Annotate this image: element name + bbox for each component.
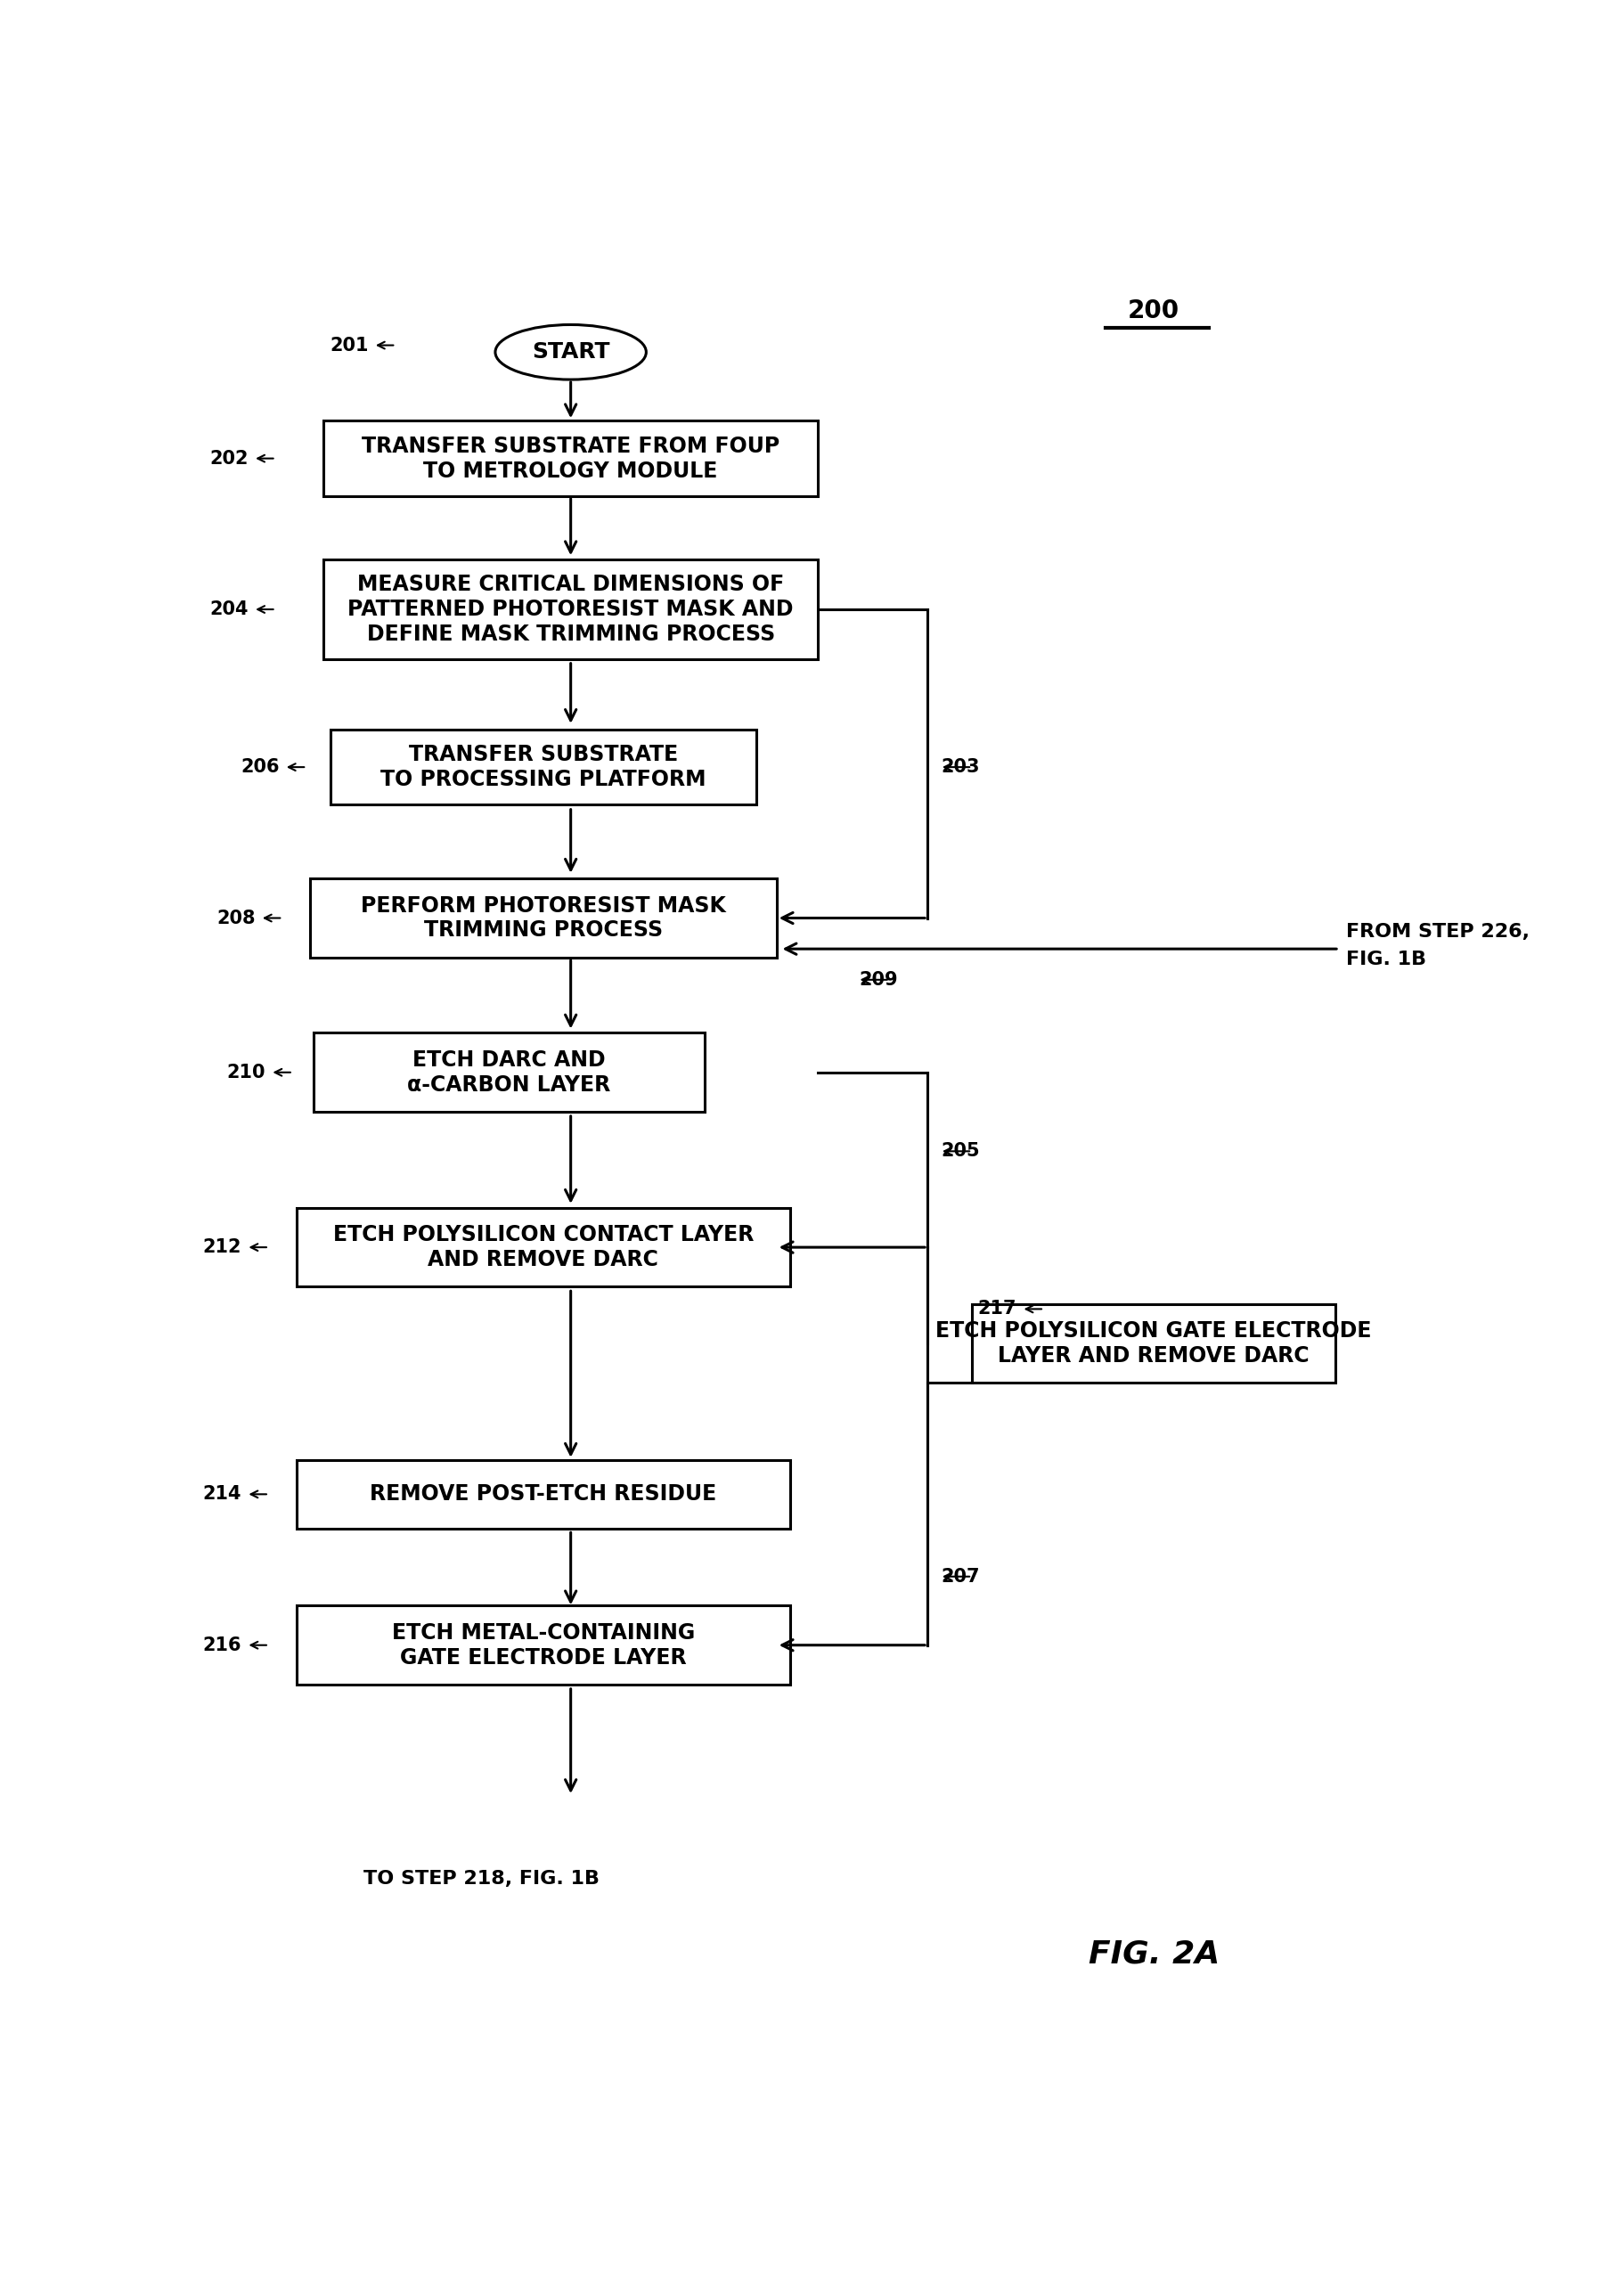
Text: 216: 216 [203, 1637, 242, 1653]
Text: 210: 210 [227, 1063, 265, 1082]
Text: ETCH POLYSILICON GATE ELECTRODE
LAYER AND REMOVE DARC: ETCH POLYSILICON GATE ELECTRODE LAYER AN… [935, 1321, 1371, 1366]
Text: TO STEP 218, FIG. 1B: TO STEP 218, FIG. 1B [364, 1869, 599, 1888]
Text: 200: 200 [1127, 298, 1179, 323]
FancyBboxPatch shape [310, 879, 776, 956]
Text: ETCH DARC AND
α-CARBON LAYER: ETCH DARC AND α-CARBON LAYER [408, 1050, 611, 1095]
Ellipse shape [495, 326, 646, 380]
FancyBboxPatch shape [971, 1305, 1335, 1382]
Text: 206: 206 [240, 758, 279, 776]
Text: FIG. 2A: FIG. 2A [1088, 1938, 1218, 1970]
Text: 207: 207 [940, 1567, 979, 1585]
FancyBboxPatch shape [323, 421, 817, 496]
Text: 205: 205 [940, 1143, 979, 1161]
Text: FROM STEP 226,: FROM STEP 226, [1345, 922, 1528, 940]
Text: REMOVE POST-ETCH RESIDUE: REMOVE POST-ETCH RESIDUE [370, 1485, 716, 1505]
FancyBboxPatch shape [313, 1034, 705, 1111]
Text: FIG. 1B: FIG. 1B [1345, 950, 1426, 968]
Text: TRANSFER SUBSTRATE FROM FOUP
TO METROLOGY MODULE: TRANSFER SUBSTRATE FROM FOUP TO METROLOG… [362, 435, 780, 480]
FancyBboxPatch shape [330, 729, 755, 804]
Text: 204: 204 [209, 601, 248, 619]
Text: PERFORM PHOTORESIST MASK
TRIMMING PROCESS: PERFORM PHOTORESIST MASK TRIMMING PROCES… [361, 895, 726, 940]
Text: 209: 209 [859, 970, 896, 988]
Text: 201: 201 [330, 337, 369, 355]
Text: ETCH METAL-CONTAINING
GATE ELECTRODE LAYER: ETCH METAL-CONTAINING GATE ELECTRODE LAY… [391, 1621, 695, 1669]
Text: TRANSFER SUBSTRATE
TO PROCESSING PLATFORM: TRANSFER SUBSTRATE TO PROCESSING PLATFOR… [380, 745, 706, 790]
Text: 202: 202 [209, 449, 248, 467]
FancyBboxPatch shape [323, 560, 817, 658]
Text: 208: 208 [216, 909, 255, 927]
Text: 217: 217 [978, 1300, 1017, 1318]
Text: 203: 203 [940, 758, 979, 776]
FancyBboxPatch shape [296, 1605, 789, 1685]
Text: 214: 214 [203, 1485, 242, 1503]
FancyBboxPatch shape [296, 1460, 789, 1528]
Text: MEASURE CRITICAL DIMENSIONS OF
PATTERNED PHOTORESIST MASK AND
DEFINE MASK TRIMMI: MEASURE CRITICAL DIMENSIONS OF PATTERNED… [348, 574, 793, 644]
FancyBboxPatch shape [296, 1207, 789, 1287]
Text: ETCH POLYSILICON CONTACT LAYER
AND REMOVE DARC: ETCH POLYSILICON CONTACT LAYER AND REMOV… [333, 1225, 754, 1271]
Text: START: START [531, 342, 609, 362]
Text: 212: 212 [203, 1239, 242, 1257]
